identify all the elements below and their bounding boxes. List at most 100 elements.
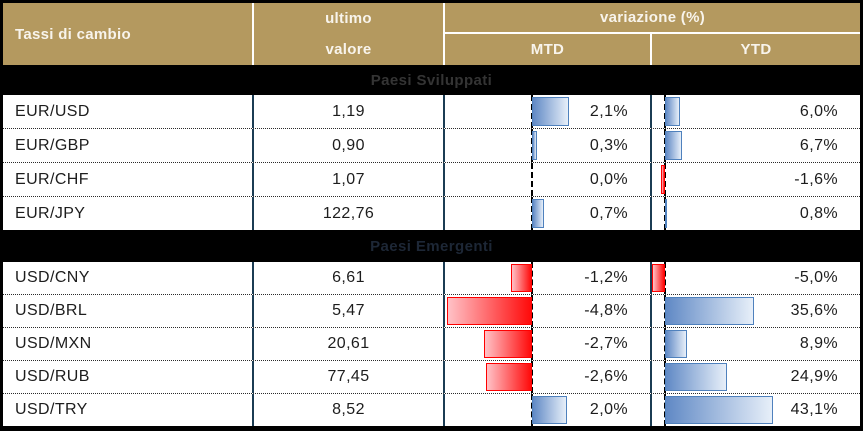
table-row: EUR/JPY 122,76 0,7% 0,8% — [3, 196, 860, 230]
column-separator — [650, 394, 652, 426]
column-separator — [252, 262, 254, 294]
header-divider — [252, 3, 254, 65]
last-value: 5,47 — [332, 302, 365, 319]
ytd-data-bar — [661, 165, 665, 194]
table-row: EUR/GBP 0,90 0,3% 6,7% — [3, 128, 860, 162]
column-header-variation: variazione (%) — [445, 3, 860, 34]
ytd-value-label: -1,6% — [794, 170, 838, 188]
table-row: USD/CNY 6,61 -1,2% -5,0% — [3, 262, 860, 294]
column-separator — [252, 328, 254, 360]
ytd-data-bar — [665, 131, 682, 160]
mtd-cell: 0,7% — [445, 197, 650, 230]
column-separator — [252, 197, 254, 230]
ytd-data-bar — [665, 97, 680, 126]
column-separator — [650, 197, 652, 230]
mtd-data-bar — [532, 199, 544, 228]
column-separator — [252, 361, 254, 393]
table-row: USD/TRY 8,52 2,0% 43,1% — [3, 393, 860, 426]
ytd-data-bar — [665, 330, 687, 358]
column-separator — [443, 95, 445, 128]
section-band: Paesi Sviluppati — [3, 65, 860, 95]
table-header: Tassi di cambio ultimo valore variazione… — [3, 3, 860, 65]
ytd-data-bar — [652, 264, 665, 292]
zero-axis-line — [531, 163, 533, 196]
last-value-line1: ultimo — [325, 10, 372, 27]
mtd-data-bar — [484, 330, 532, 358]
ytd-data-bar — [665, 297, 754, 325]
column-separator — [650, 95, 652, 128]
mtd-cell: -2,7% — [445, 328, 650, 360]
ytd-value-label: 43,1% — [790, 401, 838, 418]
zero-axis-line — [531, 328, 533, 360]
column-separator — [252, 95, 254, 128]
column-separator — [252, 163, 254, 196]
column-separator — [443, 328, 445, 360]
mtd-cell: -4,8% — [445, 295, 650, 327]
column-separator — [650, 295, 652, 327]
mtd-data-bar — [486, 363, 532, 391]
mtd-value-label: 2,1% — [589, 102, 628, 120]
ytd-cell: 35,6% — [652, 295, 860, 327]
table-title: Tassi di cambio — [3, 3, 252, 65]
ytd-value-label: -5,0% — [794, 269, 838, 286]
mtd-cell: -1,2% — [445, 262, 650, 294]
column-separator — [252, 394, 254, 426]
last-value: 0,90 — [332, 136, 365, 154]
mtd-data-bar — [447, 297, 532, 325]
mtd-cell: 0,0% — [445, 163, 650, 196]
currency-pair-label: EUR/GBP — [15, 136, 90, 154]
ytd-value-label: 0,8% — [799, 204, 838, 222]
column-header-mtd: MTD — [445, 34, 650, 65]
zero-axis-line — [531, 361, 533, 393]
ytd-cell: -5,0% — [652, 262, 860, 294]
column-separator — [252, 295, 254, 327]
section-band: Paesi Emergenti — [3, 230, 860, 262]
header-divider — [650, 34, 652, 65]
column-header-ytd: YTD — [652, 34, 860, 65]
table-row: USD/MXN 20,61 -2,7% 8,9% — [3, 327, 860, 360]
last-value: 122,76 — [322, 204, 375, 222]
table-row: EUR/USD 1,19 2,1% 6,0% — [3, 95, 860, 128]
mtd-cell: 0,3% — [445, 129, 650, 162]
column-separator — [443, 361, 445, 393]
ytd-cell: 24,9% — [652, 361, 860, 393]
column-separator — [443, 262, 445, 294]
mtd-data-bar — [532, 131, 537, 160]
currency-pair-label: USD/TRY — [15, 401, 88, 418]
table-body: Paesi Sviluppati EUR/USD 1,19 2,1% 6,0% EUR/G… — [3, 65, 860, 426]
column-separator — [650, 262, 652, 294]
mtd-data-bar — [511, 264, 532, 292]
mtd-cell: 2,0% — [445, 394, 650, 426]
currency-pair-label: USD/MXN — [15, 335, 92, 352]
section-band-label: Paesi Emergenti — [370, 237, 493, 255]
mtd-value-label: 0,3% — [589, 136, 628, 154]
column-separator — [443, 197, 445, 230]
column-separator — [252, 129, 254, 162]
last-value: 1,19 — [332, 102, 365, 120]
last-value: 8,52 — [332, 401, 365, 418]
currency-pair-label: EUR/CHF — [15, 170, 89, 188]
mtd-value-label: -2,7% — [584, 335, 628, 352]
header-divider — [443, 3, 445, 65]
last-value: 20,61 — [327, 335, 370, 352]
zero-axis-line — [664, 163, 666, 196]
ytd-cell: 8,9% — [652, 328, 860, 360]
currency-pair-label: USD/BRL — [15, 302, 88, 319]
fx-rates-table: Tassi di cambio ultimo valore variazione… — [3, 3, 860, 426]
column-separator — [650, 361, 652, 393]
mtd-value-label: 0,0% — [589, 170, 628, 188]
mtd-value-label: -4,8% — [584, 302, 628, 319]
mtd-value-label: 0,7% — [589, 204, 628, 222]
last-value-line2: valore — [325, 41, 372, 58]
table-row: EUR/CHF 1,07 0,0% -1,6% — [3, 162, 860, 196]
zero-axis-line — [664, 262, 666, 294]
mtd-value-label: -1,2% — [584, 269, 628, 286]
mtd-cell: 2,1% — [445, 95, 650, 128]
ytd-cell: 0,8% — [652, 197, 860, 230]
column-separator — [650, 163, 652, 196]
last-value: 77,45 — [327, 368, 370, 385]
section-band-label: Paesi Sviluppati — [370, 71, 493, 89]
ytd-cell: -1,6% — [652, 163, 860, 196]
ytd-value-label: 8,9% — [799, 335, 838, 352]
currency-pair-label: EUR/JPY — [15, 204, 86, 222]
